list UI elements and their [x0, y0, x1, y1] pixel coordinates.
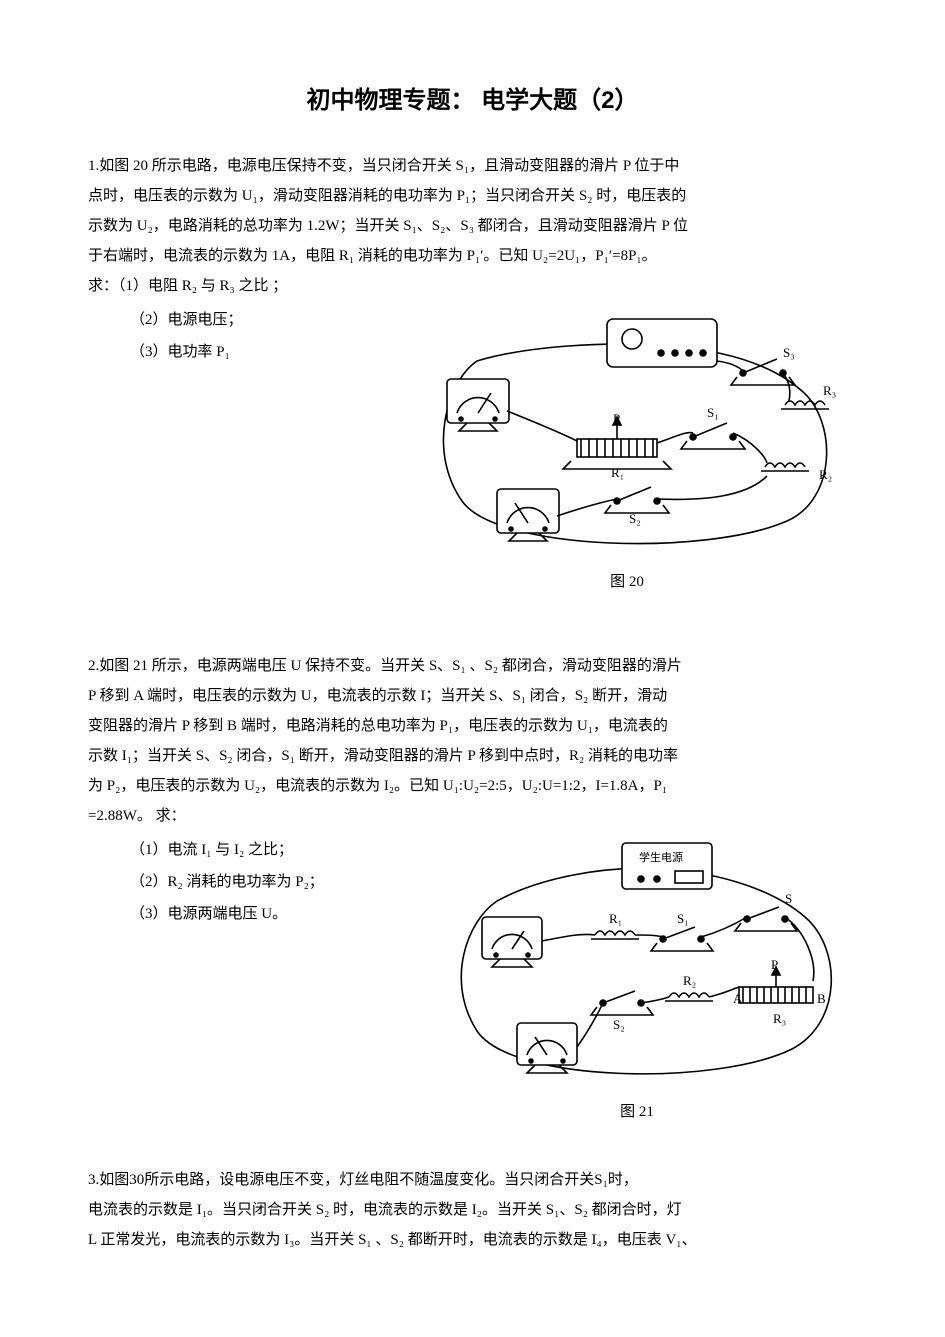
p2-l1: 如图 21 所示，电源两端电压 U 保持不变。当开关 S、S₁ 、S₂ 都闭合，… — [99, 658, 682, 674]
fig20-label-R3: R₃ — [823, 383, 836, 398]
fig20-label-S1: S₁ — [707, 405, 719, 420]
p1-l2: 点时，电压表的示数为 U₁，滑动变阻器消耗的电功率为 P₁；当只闭合开关 S₂ … — [88, 188, 686, 204]
figure-21-caption: 图 21 — [417, 1097, 857, 1127]
figure-20-svg: P R₁ S₁ S₂ S₃ R₂ R₃ — [407, 301, 847, 561]
p2-l5: 为 P₂，电压表的示数为 U₂，电流表的示数为 I₂。已知 U₁:U₂=2:5，… — [88, 778, 667, 794]
fig21-label-R1: R₁ — [609, 911, 622, 926]
fig21-ps-label: 学生电源 — [639, 850, 683, 864]
p1-ask: 求：（1）电阻 R₂ 与 R₃ 之比 ； — [88, 278, 287, 294]
fig21-label-P: P — [771, 957, 778, 972]
p1-l4: 于右端时，电流表的示数为 1A，电阻 R₁ 消耗的电功率为 P₁′。已知 U₂=… — [88, 248, 657, 264]
figure-21-svg: 学生电源 — [427, 831, 847, 1091]
problem-2-num: 2. — [88, 658, 99, 674]
fig21-label-B: B — [817, 991, 826, 1006]
fig20-label-S3: S₃ — [783, 345, 795, 360]
problem-3: 3.如图30所示电路，设电源电压不变，灯丝电阻不随温度变化。当只闭合开关S₁时，… — [88, 1165, 857, 1255]
problem-3-num: 3. — [88, 1172, 99, 1188]
problem-1-text: 1.如图 20 所示电路，电源电压保持不变，当只闭合开关 S₁，且滑动变阻器的滑… — [88, 151, 857, 301]
p2-l3: 变阻器的滑片 P 移到 B 端时，电路消耗的总电功率为 P₁，电压表的示数为 U… — [88, 718, 668, 734]
p2-l2: P 移到 A 端时，电压表的示数为 U，电流表的示数 I；当开关 S、S₁ 闭合… — [88, 688, 667, 704]
problem-2-text: 2.如图 21 所示，电源两端电压 U 保持不变。当开关 S、S₁ 、S₂ 都闭… — [88, 651, 857, 831]
p1-l1: 如图 20 所示电路，电源电压保持不变，当只闭合开关 S₁，且滑动变阻器的滑片 … — [99, 158, 679, 174]
figure-20-caption: 图 20 — [397, 567, 857, 597]
fig21-label-S: S — [785, 891, 792, 906]
fig21-label-R3: R₃ — [773, 1011, 786, 1026]
fig21-label-S1: S₁ — [677, 911, 689, 926]
figure-20-wrap: P R₁ S₁ S₂ S₃ R₂ R₃ 图 20 — [397, 301, 857, 597]
p2-l6: =2.88W。 求： — [88, 808, 186, 824]
p3-l2: 电流表的示数是 I₁。当只闭合开关 S₂ 时，电流表的示数是 I₂。当开关 S₁… — [88, 1202, 682, 1218]
page-title: 初中物理专题： 电学大题（2） — [88, 80, 857, 115]
problem-3-text: 3.如图30所示电路，设电源电压不变，灯丝电阻不随温度变化。当只闭合开关S₁时，… — [88, 1165, 857, 1255]
fig20-label-S2: S₂ — [629, 511, 641, 526]
p3-l3: L 正常发光，电流表的示数为 I₃。当开关 S₁ 、S₂ 都断开时，电流表的示数… — [88, 1232, 697, 1248]
fig20-label-P: P — [613, 411, 620, 426]
p3-l1: 如图30所示电路，设电源电压不变，灯丝电阻不随温度变化。当只闭合开关S₁时， — [99, 1172, 638, 1188]
problem-1: 1.如图 20 所示电路，电源电压保持不变，当只闭合开关 S₁，且滑动变阻器的滑… — [88, 151, 857, 603]
p1-l3: 示数为 U₂，电路消耗的总功率为 1.2W；当开关 S₁、S₂、S₃ 都闭合，且… — [88, 218, 688, 234]
fig20-label-R2: R₂ — [819, 467, 832, 482]
problem-2: 2.如图 21 所示，电源两端电压 U 保持不变。当开关 S、S₁ 、S₂ 都闭… — [88, 651, 857, 1133]
fig20-label-R1: R₁ — [611, 465, 624, 480]
figure-21-wrap: 学生电源 — [417, 831, 857, 1127]
fig21-label-R2: R₂ — [683, 973, 696, 988]
p2-l4: 示数 I₁；当开关 S、S₂ 闭合，S₁ 断开，滑动变阻器的滑片 P 移到中点时… — [88, 748, 678, 764]
fig21-label-S2: S₂ — [613, 1017, 625, 1032]
problem-1-num: 1. — [88, 158, 99, 174]
fig21-label-A: A — [733, 991, 743, 1006]
